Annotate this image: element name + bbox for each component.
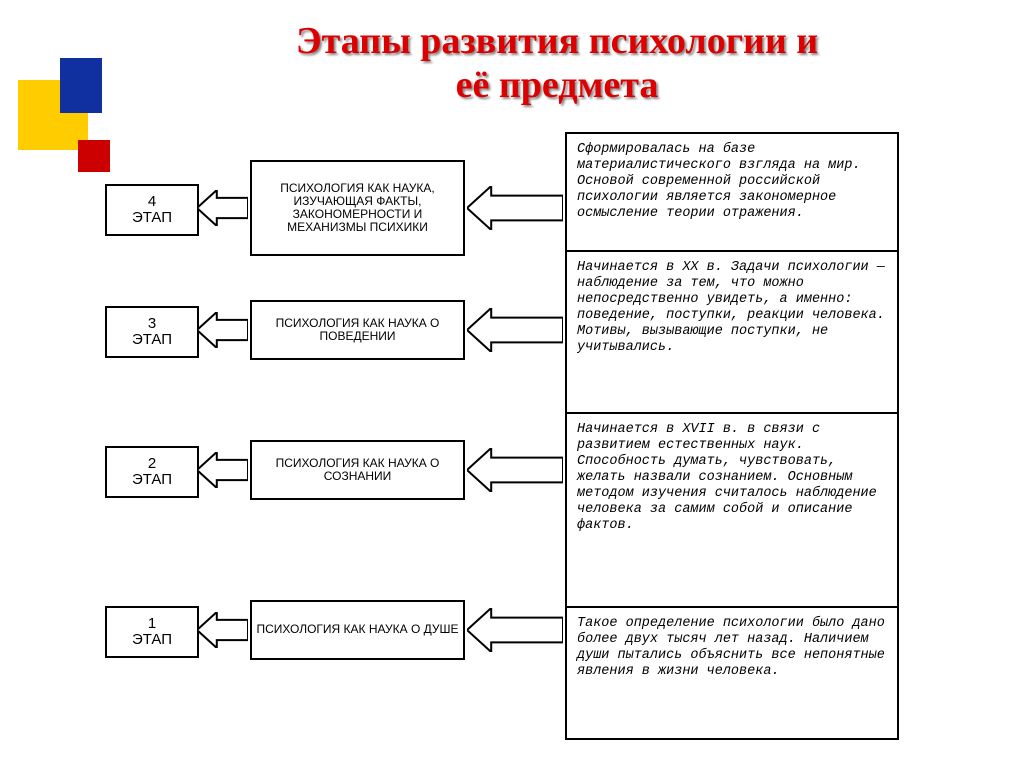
description-1: Такое определение психологии было дано б…	[567, 608, 897, 738]
subject-text: ПСИХОЛОГИЯ КАК НАУКА О ПОВЕДЕНИИ	[256, 317, 459, 343]
arrow-left-icon	[467, 448, 563, 492]
subject-box-1: ПСИХОЛОГИЯ КАК НАУКА О ДУШЕ	[250, 600, 465, 660]
stage-number: 4	[148, 193, 156, 210]
stage-number: 1	[148, 615, 156, 632]
subject-text: ПСИХОЛОГИЯ КАК НАУКА О СОЗНАНИИ	[256, 457, 459, 483]
stage-label: ЭТАП	[132, 631, 172, 648]
subject-box-2: ПСИХОЛОГИЯ КАК НАУКА О СОЗНАНИИ	[250, 440, 465, 500]
stage-box-2: 2ЭТАП	[105, 446, 199, 498]
subject-text: ПСИХОЛОГИЯ КАК НАУКА О ДУШЕ	[256, 623, 458, 636]
title-line-1: Этапы развития психологии и	[296, 20, 818, 62]
arrow-left-icon	[467, 186, 563, 230]
stage-box-4: 4ЭТАП	[105, 184, 199, 236]
title-line-2: её предмета	[456, 64, 659, 106]
arrow-left-icon	[467, 308, 563, 352]
deco-square-blue	[60, 58, 102, 113]
description-4: Сформировалась на базе материалистическо…	[567, 134, 897, 252]
stage-label: ЭТАП	[132, 331, 172, 348]
arrow-left-icon	[197, 190, 248, 226]
subject-box-4: ПСИХОЛОГИЯ КАК НАУКА, ИЗУЧАЮЩАЯ ФАКТЫ, З…	[250, 160, 465, 256]
deco-square-red	[78, 140, 110, 172]
stage-box-3: 3ЭТАП	[105, 306, 199, 358]
slide-title: Этапы развития психологии и её предмета	[130, 20, 984, 107]
arrow-left-icon	[197, 452, 248, 488]
subject-box-3: ПСИХОЛОГИЯ КАК НАУКА О ПОВЕДЕНИИ	[250, 300, 465, 360]
stage-label: ЭТАП	[132, 471, 172, 488]
arrow-left-icon	[197, 312, 248, 348]
stage-label: ЭТАП	[132, 209, 172, 226]
description-2: Начинается в XVII в. в связи с развитием…	[567, 414, 897, 608]
subject-text: ПСИХОЛОГИЯ КАК НАУКА, ИЗУЧАЮЩАЯ ФАКТЫ, З…	[256, 182, 459, 235]
description-column: Сформировалась на базе материалистическо…	[565, 132, 899, 740]
stage-box-1: 1ЭТАП	[105, 606, 199, 658]
stage-number: 2	[148, 455, 156, 472]
arrow-left-icon	[197, 612, 248, 648]
stage-number: 3	[148, 315, 156, 332]
arrow-left-icon	[467, 608, 563, 652]
description-3: Начинается в XX в. Задачи психологии — н…	[567, 252, 897, 414]
